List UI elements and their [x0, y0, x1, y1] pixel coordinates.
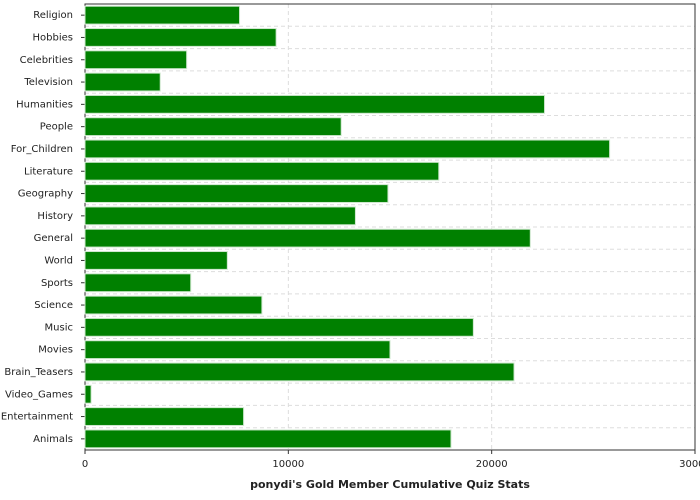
y-tick-label: Sports	[41, 278, 73, 289]
bar	[84, 206, 356, 226]
y-tick-label: Television	[23, 77, 73, 88]
bar	[84, 317, 474, 337]
bar	[84, 429, 452, 449]
bar	[84, 139, 611, 159]
y-tick-label: Hobbies	[33, 32, 73, 43]
bar	[84, 117, 342, 137]
y-tick-label: For_Children	[11, 144, 73, 155]
y-tick-label: General	[34, 233, 73, 244]
x-tick-label: 20000	[476, 459, 508, 470]
y-tick-label: Brain_Teasers	[4, 367, 73, 378]
bar	[84, 161, 440, 181]
y-tick-label: People	[40, 122, 73, 133]
bar	[84, 228, 531, 248]
bar	[84, 407, 245, 426]
bar	[84, 340, 391, 360]
y-tick-label: Entertainment	[1, 412, 73, 423]
y-tick-label: Movies	[38, 345, 73, 356]
bar	[84, 273, 192, 293]
y-tick-label: World	[44, 255, 73, 266]
x-tick-label: 30000	[679, 459, 700, 470]
bar	[84, 72, 161, 92]
bar	[84, 184, 389, 203]
bar	[84, 28, 277, 47]
bar	[84, 384, 92, 404]
x-tick-label: 10000	[272, 459, 304, 470]
bar	[84, 295, 263, 315]
bar	[84, 50, 188, 70]
y-tick-label: Celebrities	[20, 55, 73, 66]
bar	[84, 5, 241, 25]
y-tick-label: Video_Games	[5, 389, 73, 400]
y-tick-label: Humanities	[16, 99, 73, 110]
x-axis-label: ponydi's Gold Member Cumulative Quiz Sta…	[250, 478, 530, 491]
bar	[84, 251, 228, 270]
y-tick-label: Music	[45, 322, 73, 333]
bar	[84, 94, 546, 114]
x-tick-label: 0	[82, 459, 88, 470]
y-tick-label: Geography	[18, 189, 73, 200]
y-tick-label: Literature	[24, 166, 73, 177]
y-tick-label: Science	[34, 300, 73, 311]
plot-frame	[84, 3, 696, 451]
y-tick-label: Religion	[33, 10, 73, 21]
y-tick-label: Animals	[33, 434, 73, 445]
y-tick-label: History	[37, 211, 73, 222]
bar	[84, 362, 515, 382]
